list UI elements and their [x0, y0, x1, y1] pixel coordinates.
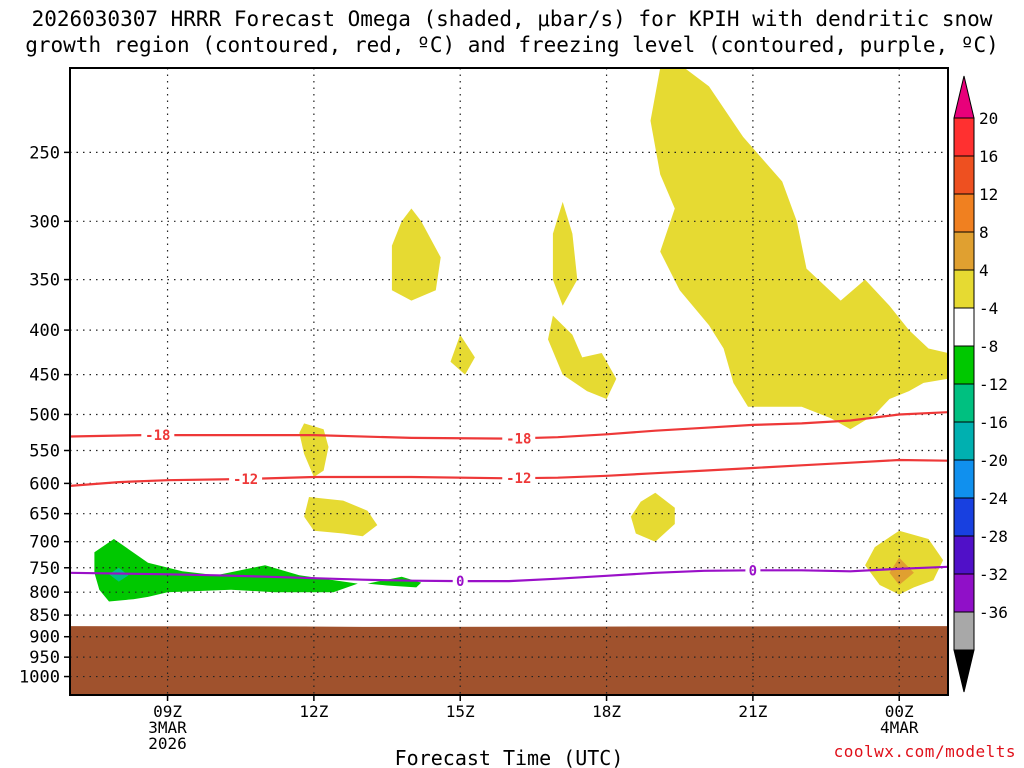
- omega-region-3: [548, 315, 617, 399]
- contours-layer: -18 -18 -12 -12 0 0: [70, 411, 948, 590]
- colorbar-box-4: [953, 269, 975, 309]
- chart-title-line2: growth region (contoured, red, ºC) and f…: [25, 33, 999, 57]
- axes-layer: 2503003504004505005506006507007508008509…: [19, 143, 919, 753]
- contour-label-bg--18-0: [141, 427, 175, 444]
- colorbar-label-2: 12: [979, 185, 998, 204]
- contour-0: [70, 565, 948, 583]
- colorbar-label-4: 4: [979, 261, 989, 280]
- chart-title-line1: 2026030307 HRRR Forecast Omega (shaded, …: [31, 7, 993, 31]
- y-tick-label-350: 350: [29, 271, 60, 291]
- x-tick-label-9-1: 3MAR: [148, 718, 187, 737]
- colorbar-label-3: 8: [979, 223, 989, 242]
- colorbar: 20 16 12 8 4 -4 -8 -12 -16 -20 -24 -28 -32 -36: [953, 75, 1008, 693]
- y-tick-label-400: 400: [29, 321, 60, 341]
- y-tick-label-750: 750: [29, 559, 60, 579]
- x-axis-label: Forecast Time (UTC): [395, 746, 624, 768]
- y-tick-label-550: 550: [29, 442, 60, 462]
- omega-region-6: [304, 497, 378, 537]
- colorbar-box-3: [953, 231, 975, 271]
- colorbar-box-1: [953, 155, 975, 195]
- y-tick-label-300: 300: [29, 212, 60, 232]
- y-tick-label-1000: 1000: [19, 668, 60, 688]
- x-tick-label-18-0: 18Z: [592, 702, 621, 721]
- contour--18: [70, 411, 948, 440]
- contour-label-bg--18-1: [502, 430, 536, 447]
- x-tick-label-24-1: 4MAR: [880, 718, 919, 737]
- colorbar-label-7: -12: [979, 375, 1008, 394]
- contour-label-0-0: 0: [456, 574, 464, 590]
- y-tick-label-500: 500: [29, 405, 60, 425]
- y-tick-label-450: 450: [29, 366, 60, 386]
- contour-label-bg-0-0: [452, 573, 468, 590]
- omega-region-4: [450, 334, 475, 375]
- colorbar-box-9: [953, 459, 975, 499]
- shading-layer: [94, 68, 948, 602]
- colorbar-label-9: -20: [979, 451, 1008, 470]
- colorbar-bottom-arrow: [953, 649, 975, 693]
- contour-label--18-1: -18: [506, 431, 531, 447]
- colorbar-box-10: [953, 497, 975, 537]
- x-tick-label-9-0: 09Z: [153, 702, 182, 721]
- colorbar-top-arrow: [953, 75, 975, 119]
- contour-label-0-1: 0: [749, 563, 757, 579]
- y-tick-label-600: 600: [29, 474, 60, 494]
- y-tick-label-800: 800: [29, 583, 60, 603]
- colorbar-label-1: 16: [979, 147, 998, 166]
- omega-region-1: [391, 208, 441, 301]
- colorbar-label-0: 20: [979, 109, 998, 128]
- colorbar-label-11: -28: [979, 527, 1008, 546]
- colorbar-label-5: -4: [979, 299, 998, 318]
- contour-label--12-1: -12: [506, 471, 531, 487]
- footer-credit[interactable]: coolwx.com/modelts: [833, 742, 1016, 761]
- ground-fill: [70, 626, 948, 695]
- contour-label--12-0: -12: [233, 472, 258, 488]
- grid-layer: [70, 68, 948, 695]
- omega-region-10: [94, 539, 358, 602]
- omega-region-0: [650, 68, 948, 430]
- omega-region-7: [630, 492, 675, 542]
- contour-label-bg--12-1: [502, 470, 536, 487]
- colorbar-box-8: [953, 421, 975, 461]
- omega-region-8: [865, 530, 944, 595]
- colorbar-box-7: [953, 383, 975, 423]
- omega-region-2: [552, 201, 578, 306]
- y-tick-label-900: 900: [29, 628, 60, 648]
- colorbar-box-13: [953, 611, 975, 651]
- y-tick-label-950: 950: [29, 648, 60, 668]
- colorbar-box-6: [953, 345, 975, 385]
- colorbar-label-12: -32: [979, 565, 1008, 584]
- y-tick-label-850: 850: [29, 606, 60, 626]
- colorbar-box-2: [953, 193, 975, 233]
- plot-frame: [69, 67, 949, 696]
- y-tick-label-250: 250: [29, 143, 60, 163]
- y-tick-label-650: 650: [29, 505, 60, 525]
- contour--12: [70, 458, 948, 487]
- x-tick-label-9-2: 2026: [148, 734, 187, 753]
- colorbar-label-8: -16: [979, 413, 1008, 432]
- contour-label-bg-0-1: [745, 562, 761, 579]
- ground-layer: [70, 626, 948, 695]
- x-tick-label-21-0: 21Z: [738, 702, 767, 721]
- colorbar-box-12: [953, 573, 975, 613]
- omega-region-11: [367, 576, 422, 588]
- colorbar-label-6: -8: [979, 337, 998, 356]
- chart-title: 2026030307 HRRR Forecast Omega (shaded, …: [0, 6, 1024, 58]
- colorbar-label-13: -36: [979, 603, 1008, 622]
- colorbar-box-0: [953, 117, 975, 157]
- x-tick-label-12-0: 12Z: [299, 702, 328, 721]
- omega-region-9: [889, 557, 914, 585]
- contour-label-bg--12-0: [229, 470, 263, 487]
- colorbar-label-10: -24: [979, 489, 1008, 508]
- omega-region-5: [299, 423, 329, 477]
- y-tick-label-700: 700: [29, 533, 60, 553]
- x-tick-label-24-0: 00Z: [885, 702, 914, 721]
- contour-label--18-0: -18: [145, 428, 170, 444]
- colorbar-box-5: [953, 307, 975, 347]
- colorbar-box-11: [953, 535, 975, 575]
- x-tick-label-15-0: 15Z: [446, 702, 475, 721]
- omega-region-12: [109, 567, 129, 582]
